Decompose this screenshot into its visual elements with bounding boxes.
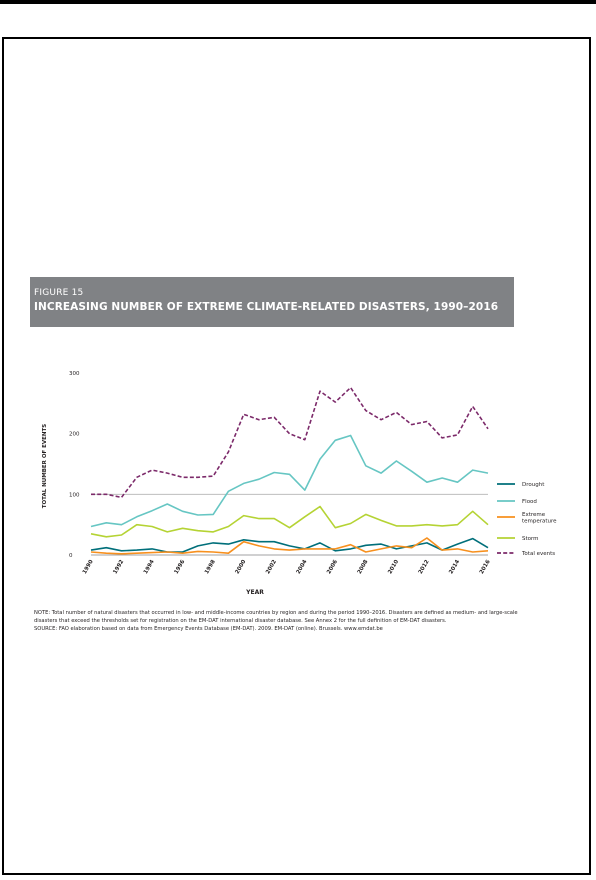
x-tick-label: 2002: [265, 559, 278, 575]
x-tick-label: 1990: [82, 559, 95, 575]
y-tick-label: 200: [69, 432, 80, 438]
x-tick-label: 2006: [326, 559, 339, 575]
legend-label-flood: Flood: [522, 499, 537, 505]
y-tick-label: 100: [69, 492, 80, 498]
chart-legend: Drought Flood Extreme temperature Storm Total…: [497, 482, 557, 557]
y-tick-label: 0: [69, 553, 73, 559]
x-tick-label: 2010: [387, 559, 400, 575]
legend-label-drought: Drought: [522, 482, 545, 488]
legend-label-storm: Storm: [522, 536, 539, 542]
x-tick-label: 2008: [357, 559, 370, 575]
x-tick-label: 2014: [448, 559, 461, 575]
series-line-storm: [90, 505, 489, 538]
series-line-extreme-temperature: [90, 537, 489, 555]
x-tick-label: 1992: [112, 559, 125, 575]
chart-lines: [90, 386, 489, 555]
y-axis-title: TOTAL NUMBER OF EVENTS: [42, 424, 48, 509]
x-tick-label: 2012: [418, 559, 431, 575]
figure-title: INCREASING NUMBER OF EXTREME CLIMATE-REL…: [34, 301, 499, 313]
x-tick-label: 2004: [296, 559, 309, 575]
x-tick-label: 1994: [143, 559, 156, 575]
series-line-flood: [90, 434, 489, 528]
figure-label: FIGURE 15: [34, 288, 84, 298]
note-line: NOTE: Total number of natural disasters …: [34, 610, 518, 616]
note-line: disasters that exceed the thresholds set…: [34, 618, 447, 624]
legend-label-total-events: Total events: [521, 551, 555, 557]
x-tick-label: 1996: [173, 559, 186, 575]
source-line: SOURCE: FAO elaboration based on data fr…: [34, 626, 383, 632]
series-line-total-events: [91, 386, 489, 499]
x-tick-label: 2000: [235, 559, 248, 575]
legend-label-extreme-temperature: Extreme temperature: [522, 512, 557, 525]
x-axis-title: YEAR: [245, 589, 264, 596]
x-tick-label: 1998: [204, 559, 217, 575]
top-rule: [0, 0, 596, 4]
figure-banner: FIGURE 15 INCREASING NUMBER OF EXTREME C…: [30, 277, 514, 327]
x-tick-label: 2016: [479, 559, 492, 575]
series-line-drought: [90, 537, 489, 553]
figure-notes: NOTE: Total number of natural disasters …: [34, 609, 564, 633]
page-frame: [2, 37, 591, 875]
y-tick-label: 300: [69, 371, 80, 377]
